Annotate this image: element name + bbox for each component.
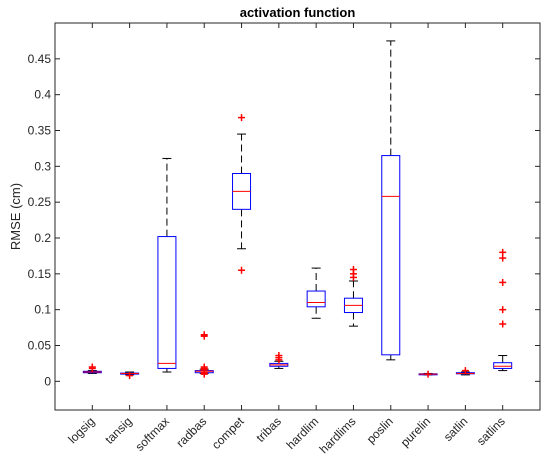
y-axis-ticks: 0 0.05 0.1 0.15 0.2 0.25 0.3 0.35 0.4 0.45 bbox=[28, 52, 540, 388]
y-tick-label: 0.1 bbox=[34, 303, 51, 317]
box-tansig bbox=[120, 371, 140, 380]
box-satlins bbox=[493, 248, 513, 372]
y-tick-label: 0 bbox=[44, 374, 51, 388]
box-radbas bbox=[194, 331, 214, 378]
box-logsig bbox=[82, 363, 102, 374]
outlier-marker bbox=[424, 370, 432, 378]
outlier-marker bbox=[238, 266, 246, 274]
box-compet bbox=[232, 114, 252, 274]
outlier-marker bbox=[275, 352, 283, 360]
y-tick-label: 0.45 bbox=[28, 52, 52, 66]
box-iqr bbox=[306, 290, 326, 308]
outlier-marker bbox=[499, 248, 507, 256]
box-iqr bbox=[381, 155, 401, 356]
box-tribas bbox=[269, 352, 289, 369]
box-series bbox=[82, 40, 513, 380]
box-iqr bbox=[157, 236, 177, 369]
box-poslin bbox=[381, 40, 401, 361]
outlier-marker bbox=[499, 278, 507, 286]
outlier-marker bbox=[200, 331, 208, 339]
outlier-marker bbox=[499, 306, 507, 314]
y-tick-label: 0.35 bbox=[28, 124, 52, 138]
y-tick-label: 0.15 bbox=[28, 267, 52, 281]
chart-title: activation function bbox=[240, 5, 356, 20]
box-softmax bbox=[157, 157, 177, 373]
outlier-marker bbox=[88, 363, 96, 371]
box-hardlim bbox=[306, 267, 326, 319]
y-tick-label: 0.3 bbox=[34, 159, 51, 173]
outlier-marker bbox=[200, 363, 208, 371]
outlier-marker bbox=[238, 114, 246, 122]
y-tick-label: 0.2 bbox=[34, 231, 51, 245]
box-iqr bbox=[493, 362, 513, 369]
y-axis-label: RMSE (cm) bbox=[8, 183, 23, 250]
plot-area-frame bbox=[54, 22, 541, 411]
outlier-marker bbox=[126, 372, 134, 380]
box-purelin bbox=[418, 370, 438, 378]
y-tick-label: 0.05 bbox=[28, 339, 52, 353]
box-satlin bbox=[455, 367, 475, 376]
y-tick-label: 0.25 bbox=[28, 195, 52, 209]
y-tick-label: 0.4 bbox=[34, 88, 51, 102]
outlier-marker bbox=[499, 320, 507, 328]
outlier-marker bbox=[349, 266, 357, 274]
outlier-marker bbox=[461, 367, 469, 375]
box-hardlims bbox=[343, 266, 363, 327]
